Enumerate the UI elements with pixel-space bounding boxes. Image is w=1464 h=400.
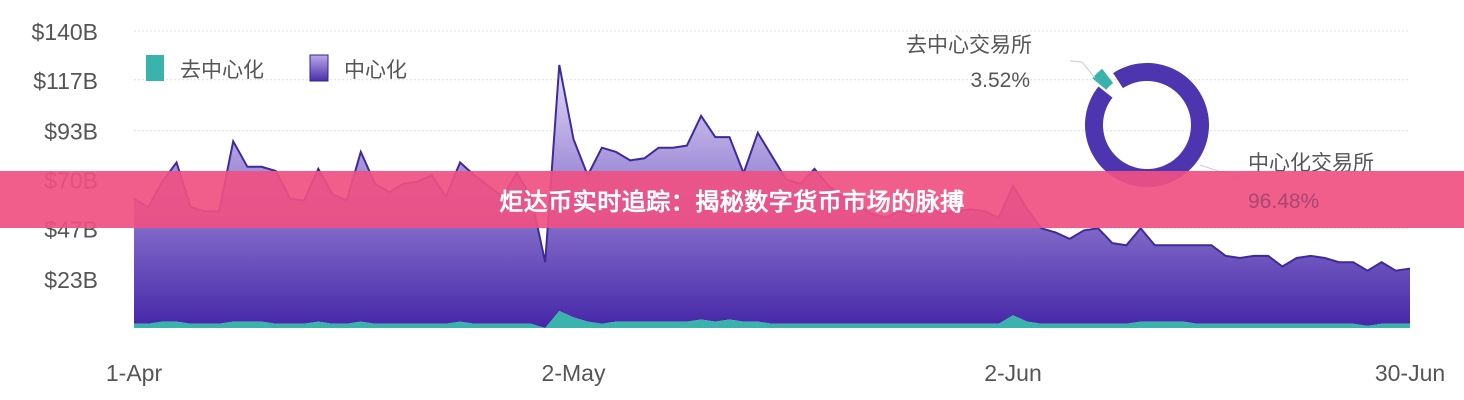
donut-labels: 去中心交易所 3.52% 中心化交易所: [906, 34, 1374, 179]
legend: 去中心化 中心化: [146, 54, 407, 82]
banner-title: 炬达币实时追踪：揭秘数字货币市场的脉搏: [499, 188, 965, 216]
title-banner: 炬达币实时追踪：揭秘数字货币市场的脉搏: [0, 171, 1464, 228]
legend-swatch-decentralized: [146, 55, 164, 81]
y-tick-label: $93B: [44, 119, 98, 145]
donut-label-decentralized: 去中心交易所: [906, 34, 1032, 57]
legend-swatch-centralized: [309, 54, 329, 82]
donut-slice-decentralized: [1092, 68, 1114, 90]
leader-line: [1081, 61, 1096, 79]
y-tick-label: $140B: [31, 19, 98, 45]
x-tick-label: 2-May: [542, 360, 606, 386]
y-axis: $23B$47B$70B$93B$117B$140B: [31, 19, 98, 293]
donut-percent-decentralized: 3.52%: [970, 69, 1030, 92]
x-tick-label: 1-Apr: [106, 360, 163, 386]
donut-label-centralized: 中心化交易所: [1248, 152, 1374, 175]
x-axis: 1-Apr 2-May 2-Jun 30-Jun: [106, 360, 1445, 386]
legend-label-centralized: 中心化: [344, 59, 407, 82]
area-decentralized: [134, 311, 1410, 328]
legend-label-decentralized: 去中心化: [180, 59, 264, 82]
x-tick-label: 30-Jun: [1375, 360, 1445, 386]
y-tick-label: $23B: [44, 267, 98, 293]
x-tick-label: 2-Jun: [984, 360, 1042, 386]
y-tick-label: $117B: [33, 68, 98, 94]
donut-chart: [1085, 62, 1209, 187]
leader-line: [1069, 60, 1083, 63]
